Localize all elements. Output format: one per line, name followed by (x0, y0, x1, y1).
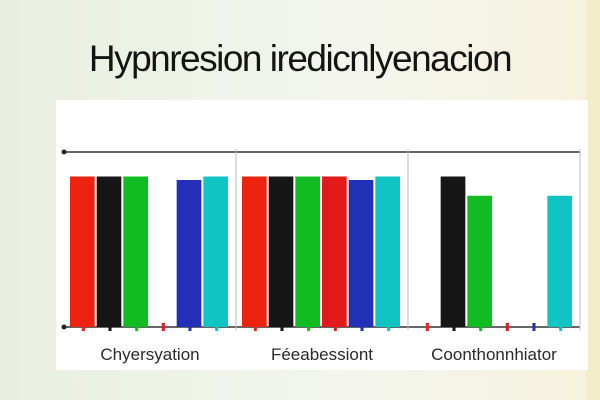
baseline-marker (108, 323, 112, 331)
baseline-marker (161, 323, 165, 331)
bar (375, 176, 400, 327)
x-tick-label: Chyersyation (100, 345, 199, 364)
bar (547, 195, 572, 327)
bar (440, 176, 466, 327)
baseline-marker (307, 323, 311, 331)
baseline-marker (81, 323, 85, 331)
bar (467, 195, 492, 327)
baseline-marker (532, 323, 536, 331)
bar (123, 176, 148, 327)
bar (176, 180, 202, 327)
baseline-marker (253, 323, 257, 331)
chart-panel: Chyersyation Féeabessiont Coonthonnhiator (56, 100, 588, 370)
background-band (586, 0, 600, 400)
bar (322, 176, 347, 327)
baseline-marker (360, 323, 364, 331)
baseline-marker (280, 323, 284, 331)
baseline-marker (452, 323, 456, 331)
bar (242, 176, 267, 327)
bar (70, 176, 95, 327)
baseline-marker (505, 323, 509, 331)
bar (96, 176, 122, 327)
baseline-marker (387, 323, 391, 331)
baseline-marker (479, 323, 483, 331)
x-tick-label: Coonthonnhiator (431, 345, 557, 364)
bar (295, 176, 320, 327)
grid-end-dot (61, 149, 67, 155)
chart-title: Hypnresion iredicnlyenacion (88, 38, 513, 79)
bar (348, 180, 374, 327)
axis-end-dot (61, 324, 67, 330)
x-tick-label: Féeabessiont (271, 345, 373, 364)
baseline-marker (188, 323, 192, 331)
baseline-marker (135, 323, 139, 331)
bar (203, 176, 228, 327)
baseline-marker (215, 323, 219, 331)
baseline-marker (425, 323, 429, 331)
baseline-marker (559, 323, 563, 331)
baseline-marker (333, 323, 337, 331)
chart-svg: Chyersyation Féeabessiont Coonthonnhiator (61, 149, 581, 364)
bar (268, 176, 294, 327)
